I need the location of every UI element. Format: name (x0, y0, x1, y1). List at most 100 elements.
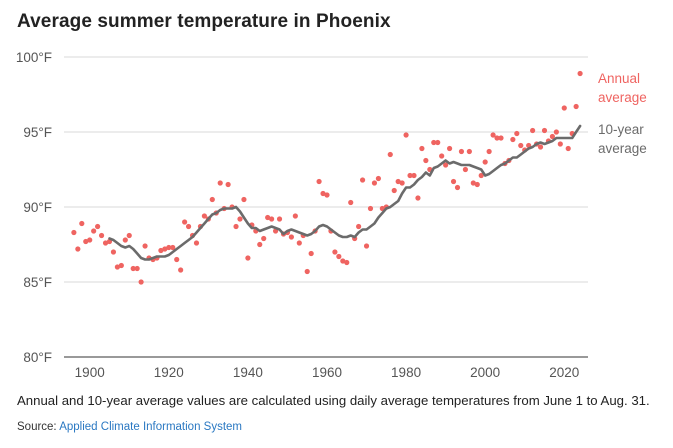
annual-point (316, 178, 322, 185)
annual-point (332, 249, 338, 255)
annual-point (478, 172, 484, 179)
annual-average-label: average (598, 90, 647, 105)
annual-point (110, 249, 117, 255)
ten-year-line (108, 124, 582, 261)
annual-point (178, 267, 184, 273)
annual-point (446, 145, 453, 152)
annual-point (407, 172, 413, 179)
annual-point (217, 180, 223, 186)
annual-point (367, 205, 374, 212)
annual-point (170, 244, 176, 251)
annual-point (118, 262, 124, 269)
annual-point (257, 241, 263, 248)
annual-point (79, 220, 85, 227)
x-tick-label: 1900 (75, 365, 105, 380)
annual-point (435, 139, 441, 146)
annual-point (166, 244, 172, 251)
annual-point (288, 234, 294, 240)
annual-point (336, 253, 342, 260)
annual-point (450, 178, 457, 185)
annual-point (233, 223, 239, 230)
annual-point (185, 223, 192, 230)
annual-point (75, 246, 81, 252)
annual-point (174, 256, 180, 263)
annual-point (130, 265, 136, 272)
annual-point (348, 199, 354, 206)
annual-point (537, 144, 544, 150)
annual-point (411, 172, 417, 179)
annual-point (162, 246, 168, 252)
annual-point (510, 136, 516, 143)
annual-point (324, 192, 330, 198)
annual-point (375, 175, 381, 182)
annual-point (371, 180, 378, 186)
annual-point (320, 190, 326, 197)
annual-point (553, 129, 559, 135)
annual-point (91, 228, 97, 234)
x-tick-label: 2000 (470, 365, 500, 380)
annual-point (201, 213, 207, 219)
annual-point (138, 279, 144, 285)
annual-point (419, 145, 425, 152)
annual-point (439, 153, 445, 159)
x-tick-label: 1980 (391, 365, 421, 380)
annual-point (359, 177, 366, 183)
x-tick-label: 2020 (549, 365, 579, 380)
annual-point (431, 139, 437, 146)
annual-point (98, 232, 105, 239)
annual-point (498, 135, 504, 141)
annual-point (308, 250, 314, 257)
annual-point (470, 180, 476, 186)
annual-point (296, 240, 302, 246)
chart-note: Annual and 10-year average values are ca… (17, 393, 650, 408)
annual-point (561, 105, 567, 111)
annual-point (466, 148, 472, 155)
annual-point (245, 255, 251, 261)
source-line: Source: Applied Climate Information Syst… (17, 421, 242, 433)
source-link[interactable]: Applied Climate Information System (59, 421, 243, 433)
y-tick-label: 90°F (23, 200, 52, 215)
annual-point (462, 166, 469, 173)
x-tick-label: 1940 (233, 365, 263, 380)
annual-point (182, 219, 188, 225)
annual-point (458, 148, 465, 155)
annual-average-label: Annual (598, 71, 640, 86)
annual-point (454, 184, 461, 191)
annual-point (363, 243, 370, 249)
annual-point (518, 142, 524, 149)
annual-point (557, 141, 563, 147)
annual-point (577, 70, 583, 77)
annual-point (541, 127, 548, 134)
y-tick-label: 85°F (23, 275, 52, 290)
annual-point (261, 235, 267, 242)
annual-point (403, 132, 409, 138)
annual-point (494, 135, 500, 141)
annual-point (241, 196, 247, 203)
annual-point (340, 258, 346, 264)
source-prefix: Source: (17, 421, 57, 433)
annual-point (486, 148, 492, 155)
annual-point (344, 259, 350, 266)
annual-point (134, 265, 140, 272)
annual-point (225, 181, 231, 188)
annual-point (122, 237, 128, 243)
chart-title: Average summer temperature in Phoenix (17, 11, 391, 32)
x-tick-label: 1920 (154, 365, 184, 380)
x-tick-label: 1960 (312, 365, 342, 380)
annual-point (423, 157, 429, 164)
y-tick-label: 80°F (23, 350, 52, 365)
annual-point (102, 240, 109, 246)
annual-point (530, 127, 536, 134)
annual-point (549, 133, 556, 140)
annual-point (474, 181, 480, 188)
annual-point (443, 162, 449, 168)
annual-point (304, 268, 310, 275)
annual-point (276, 216, 283, 222)
annual-point (482, 159, 488, 165)
ten-year-average-label: 10-year (598, 122, 644, 137)
annual-point (399, 180, 405, 186)
annual-point (292, 213, 298, 219)
y-tick-label: 95°F (23, 125, 52, 140)
annual-point (573, 103, 579, 110)
